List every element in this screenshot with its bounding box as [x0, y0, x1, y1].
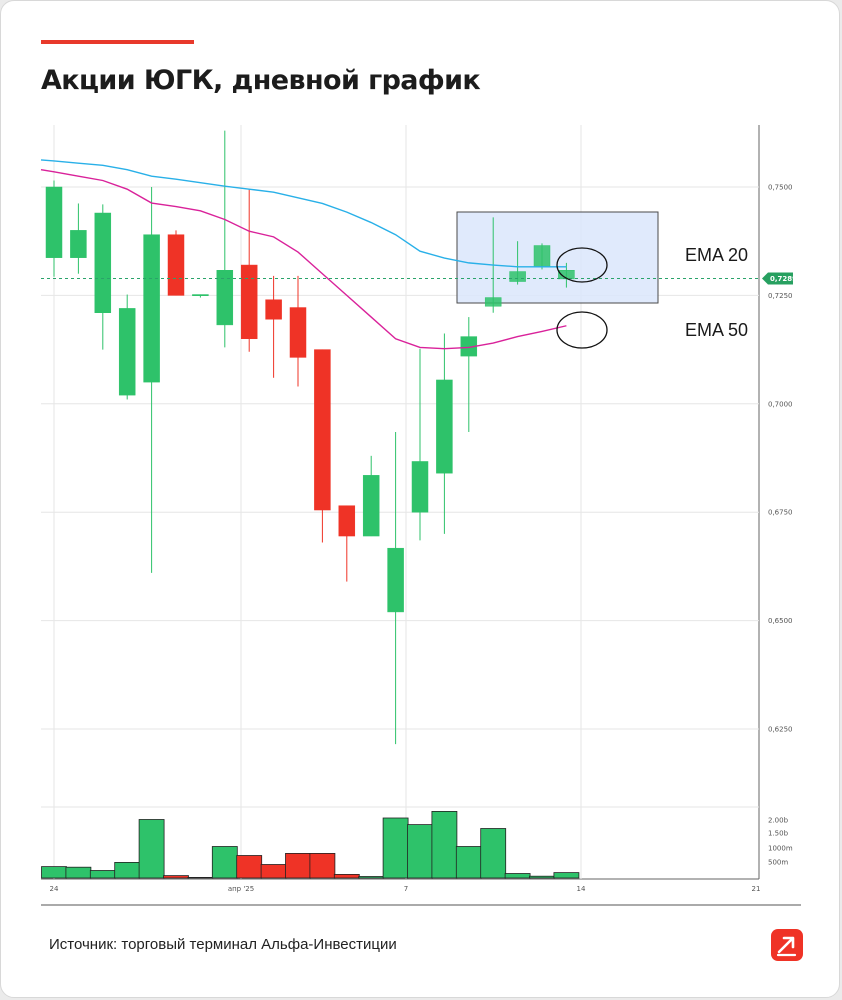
accent-bar: [41, 40, 194, 44]
volume-bar: [480, 828, 507, 879]
volume-bar: [236, 855, 263, 879]
candle-body: [436, 379, 453, 474]
page-title: Акции ЮГК, дневной график: [41, 65, 481, 96]
volume-bar: [333, 874, 360, 879]
volume-bar: [285, 853, 311, 879]
volume-bar: [504, 873, 531, 879]
source-caption: Источник: торговый терминал Альфа-Инвест…: [49, 936, 397, 953]
ema50-marker: [556, 311, 608, 349]
candle-body: [533, 245, 551, 268]
highlight-box: [456, 211, 659, 304]
candle-body: [216, 270, 234, 326]
candle-body: [289, 307, 307, 358]
candle-body: [484, 297, 502, 307]
volume-bar: [309, 853, 336, 879]
candle-body: [338, 505, 356, 537]
volume-bar: [138, 819, 165, 879]
y-tick-label: 0,6250: [768, 726, 793, 734]
volume-bar: [529, 875, 555, 879]
y-tick-label: 0,7250: [768, 292, 793, 300]
ema50-annotation: EMA 50: [685, 320, 748, 340]
ema20-marker: [556, 247, 608, 283]
ema50-line: [40, 168, 567, 350]
candle-body: [509, 271, 526, 282]
last-price-tag: [762, 272, 793, 285]
volume-tick-label: 1000m: [768, 845, 793, 853]
candle-body: [45, 186, 63, 258]
volume-tick-label: 1.50b: [768, 830, 789, 838]
candle-body: [240, 264, 258, 340]
volume-bar: [114, 862, 141, 879]
volume-tick-label: 500m: [768, 859, 788, 867]
x-tick-label: 7: [404, 885, 408, 893]
volume-bar: [407, 824, 433, 879]
ema20-line: [40, 159, 567, 268]
x-tick-label: апр '25: [228, 885, 254, 893]
volume-tick-label: 2.00b: [768, 817, 789, 825]
x-tick-label: 21: [752, 885, 761, 893]
x-tick-label: 14: [577, 885, 586, 893]
candle-body: [94, 212, 112, 313]
candlestick-chart: 0,7500 0,7250 0,7000 0,6750 0,6500 0,6250 24 ап…: [40, 125, 801, 906]
volume-bar: [382, 817, 409, 879]
candle-body: [192, 294, 209, 296]
volume-bar: [358, 876, 385, 879]
y-tick-label: 0,7000: [768, 400, 793, 408]
volume-bar: [455, 846, 482, 879]
candle-body: [167, 234, 185, 296]
volume-bar: [89, 870, 116, 879]
y-tick-label: 0,7500: [768, 184, 793, 192]
candle-body: [411, 461, 429, 513]
volume-bar: [41, 866, 67, 879]
y-tick-label: 0,6750: [768, 509, 793, 517]
y-tick-label: 0,6500: [768, 617, 793, 625]
volume-bar: [65, 866, 92, 879]
volume-bar: [187, 877, 214, 879]
volume-bar: [211, 846, 238, 879]
volume-bar: [431, 811, 458, 879]
candle-body: [387, 547, 404, 613]
volume-bar: [163, 875, 189, 879]
ema20-annotation: EMA 20: [685, 245, 748, 265]
candle-body: [70, 230, 87, 258]
volume-bar: [553, 872, 580, 879]
candle-body: [118, 308, 136, 396]
volume-bar: [260, 864, 287, 879]
candle-body: [265, 299, 282, 320]
x-tick-label: 24: [50, 885, 59, 893]
candle-body: [314, 349, 331, 511]
candle-body: [362, 475, 380, 537]
last-price-label: 0,7289: [770, 275, 797, 283]
alfa-arrow-icon: [771, 929, 803, 961]
candle-body: [143, 234, 160, 383]
